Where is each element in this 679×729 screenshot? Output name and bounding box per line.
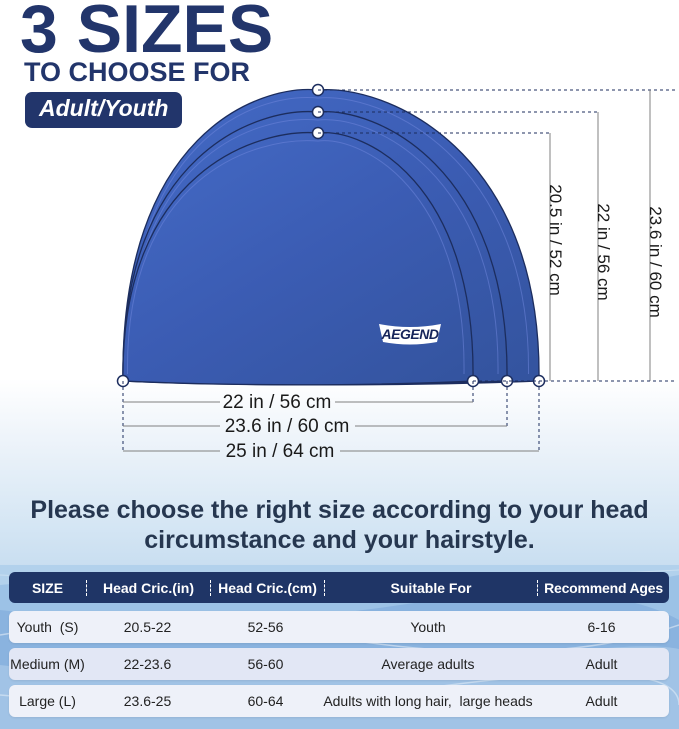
svg-text:23.6 in / 60 cm: 23.6 in / 60 cm [646,206,665,318]
svg-text:25 in / 64 cm: 25 in / 64 cm [226,441,335,462]
svg-text:22 in / 56 cm: 22 in / 56 cm [223,392,332,413]
svg-text:20.5 in / 52 cm: 20.5 in / 52 cm [546,184,565,296]
svg-text:23.6 in / 60 cm: 23.6 in / 60 cm [225,416,350,437]
svg-text:22 in / 56 cm: 22 in / 56 cm [594,203,613,300]
svg-text:AEGEND: AEGEND [381,326,439,342]
